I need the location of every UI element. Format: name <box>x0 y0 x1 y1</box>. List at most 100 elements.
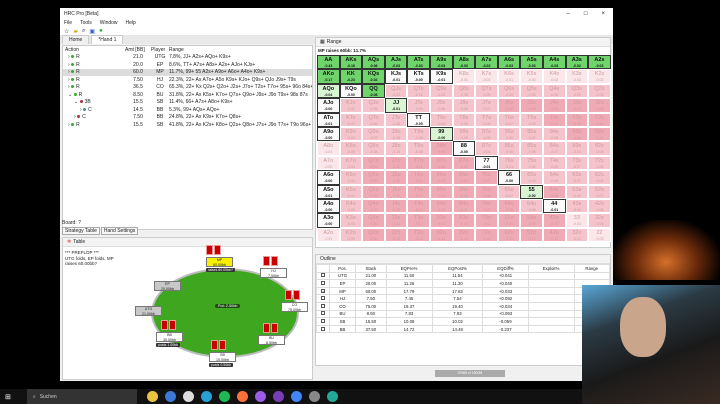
hand-cell-Q5s[interactable]: Q5s -0.05 <box>520 83 543 99</box>
hand-cell-AJo[interactable]: AJo -0.00 <box>317 98 340 113</box>
menu-help[interactable]: Help <box>125 20 136 26</box>
hand-cell-53s[interactable]: 53s -0.05 <box>565 184 589 199</box>
hand-cell-AJs[interactable]: AJs -0.03 <box>384 55 408 70</box>
hand-cell-92o[interactable]: 92o -0.13 <box>429 227 453 243</box>
hand-cell-Q9s[interactable]: Q9s -0.03 <box>429 83 453 99</box>
hand-cell-AKo[interactable]: AKo -0.17 <box>317 69 340 84</box>
hand-cell-53o[interactable]: 53o -0.09 <box>520 213 543 228</box>
hand-cell-A2s[interactable]: A2s -0.03 <box>588 55 611 70</box>
hand-cell-KQs[interactable]: KQs -0.02 <box>362 69 385 84</box>
hand-cell-QQ[interactable]: QQ -0.08 <box>362 83 385 99</box>
chevron-right-icon[interactable]: › <box>68 84 70 91</box>
hand-cell-K6o[interactable]: K6o -0.04 <box>339 170 363 185</box>
hand-cell-QTo[interactable]: QTo -0.06 <box>362 112 385 127</box>
chevron-right-icon[interactable]: › <box>68 76 70 83</box>
menu-window[interactable]: Window <box>99 20 118 26</box>
tree-row[interactable]: › C 7.50 BB 24.8%, 22+ Ax K9s+ K7o+ Q8s+ <box>63 114 312 122</box>
hand-cell-95o[interactable]: 95o -0.11 <box>429 184 453 199</box>
tab-home[interactable]: Home <box>62 35 90 44</box>
hand-cell-73s[interactable]: 73s -0.07 <box>565 155 589 171</box>
hand-cell-QTs[interactable]: QTs -0.02 <box>407 83 430 99</box>
tree-row[interactable]: ⌄ R 8.50 BU 31.8%, 22+ Ax K5s+ K7o+ Q7s+ Q9… <box>63 91 312 99</box>
hand-cell-A3o[interactable]: A3o -0.00 <box>317 213 340 228</box>
hand-cell-96o[interactable]: 96o -0.10 <box>429 170 453 185</box>
hand-cell-43s[interactable]: 43s -0.06 <box>565 198 589 214</box>
row-checkbox[interactable] <box>320 273 325 278</box>
chevron-right-icon[interactable]: › <box>68 61 70 68</box>
hand-cell-K3s[interactable]: K3s -0.03 <box>565 69 589 84</box>
hand-cell-T2s[interactable]: T2s -0.10 <box>588 112 611 127</box>
chevron-right-icon[interactable]: › <box>68 54 70 61</box>
seat-sb[interactable]: SB 15.00bb <box>209 352 236 362</box>
hand-cell-88[interactable]: 88 -0.00 <box>452 141 476 156</box>
hand-cell-T2o[interactable]: T2o -0.13 <box>407 227 430 243</box>
hand-cell-J2s[interactable]: J2s -0.09 <box>588 98 611 113</box>
hand-cell-K3o[interactable]: K3o -0.05 <box>339 213 363 228</box>
taskbar-app-icon[interactable] <box>236 391 248 402</box>
hand-cell-87o[interactable]: 87o -0.07 <box>452 155 476 171</box>
menu-tools[interactable]: Tools <box>80 20 92 26</box>
hand-cell-84s[interactable]: 84s -0.07 <box>542 141 566 156</box>
outline-col-header[interactable]: EQPre% <box>385 264 433 273</box>
outline-col-header[interactable]: EQPost% <box>431 264 484 273</box>
taskbar-app-icon[interactable] <box>326 391 338 402</box>
hand-cell-Q8o[interactable]: Q8o -0.08 <box>362 141 385 156</box>
hand-cell-65s[interactable]: 65s -0.03 <box>520 170 543 185</box>
hand-cell-76s[interactable]: 76s -0.04 <box>497 155 521 171</box>
tree-row[interactable]: › R 15.5 SB 41.8%, 22+ Ax K2s+ K8o+ Q2s+ Q8… <box>63 121 312 129</box>
hand-cell-63o[interactable]: 63o -0.10 <box>497 213 521 228</box>
hand-cell-86s[interactable]: 86s -0.06 <box>497 141 521 156</box>
hand-cell-82s[interactable]: 82s -0.08 <box>588 141 611 156</box>
hand-cell-A6o[interactable]: A6o -0.00 <box>317 170 340 185</box>
tree-row[interactable]: › C 14.5 BB 5.3%, 99+ AQs+ AQo+ <box>63 106 312 114</box>
hand-cell-74o[interactable]: 74o -0.10 <box>475 198 498 214</box>
hand-cell-AQo[interactable]: AQo -0.04 <box>317 83 340 99</box>
hand-cell-T4o[interactable]: T4o -0.12 <box>407 198 430 214</box>
seat-co[interactable]: CO 75.00bb <box>281 302 308 312</box>
hand-cell-A8o[interactable]: A8o -0.01 <box>317 141 340 156</box>
taskbar-app-icon[interactable] <box>146 391 158 402</box>
hand-cell-T9o[interactable]: T9o -0.08 <box>407 126 430 142</box>
hand-cell-93o[interactable]: 93o -0.13 <box>429 213 453 228</box>
taskbar-app-icon[interactable] <box>254 391 266 402</box>
hand-cell-A5o[interactable]: A5o -0.01 <box>317 184 340 199</box>
hand-cell-83o[interactable]: 83o -0.13 <box>452 213 476 228</box>
hand-cell-K9s[interactable]: K9s -0.01 <box>429 69 453 84</box>
hand-cell-QJo[interactable]: QJo -0.06 <box>362 98 385 113</box>
hand-cell-K8o[interactable]: K8o -0.05 <box>339 141 363 156</box>
run-icon[interactable]: ● <box>99 28 103 34</box>
hand-cell-A3s[interactable]: A3s -0.02 <box>565 55 589 70</box>
hand-cell-T5s[interactable]: T5s -0.09 <box>520 112 543 127</box>
hand-cell-62o[interactable]: 62o -0.11 <box>497 227 521 243</box>
hand-cell-42o[interactable]: 42o -0.11 <box>542 227 566 243</box>
tree-row[interactable]: › R 7.50 HJ 22.3%, 22+ Ax A7o+ A5o K9s+ KJo… <box>63 76 312 84</box>
hand-cell-TT[interactable]: TT -0.00 <box>407 112 430 127</box>
hand-cell-K5s[interactable]: K5s -0.00 <box>520 69 543 84</box>
hand-cell-J4o[interactable]: J4o -0.12 <box>384 198 408 214</box>
hand-cell-Q3o[interactable]: Q3o -0.10 <box>362 213 385 228</box>
hand-cell-J4s[interactable]: J4s -0.09 <box>542 98 566 113</box>
hand-cell-J7o[interactable]: J7o -0.11 <box>384 155 408 171</box>
hand-cell-Q6o[interactable]: Q6o -0.09 <box>362 170 385 185</box>
hand-cell-Q4s[interactable]: Q4s -0.06 <box>542 83 566 99</box>
hand-cell-K2s[interactable]: K2s -0.02 <box>588 69 611 84</box>
hand-cell-Q7s[interactable]: Q7s -0.05 <box>475 83 498 99</box>
hand-cell-JJ[interactable]: JJ -0.01 <box>384 98 408 113</box>
row-checkbox[interactable] <box>320 311 325 316</box>
hand-cell-KJs[interactable]: KJs -0.01 <box>384 69 408 84</box>
hand-cell-75s[interactable]: 75s -0.05 <box>520 155 543 171</box>
save-icon[interactable]: ▣ <box>89 28 96 35</box>
hand-cell-Q7o[interactable]: Q7o -0.09 <box>362 155 385 171</box>
hand-cell-K7s[interactable]: K7s -0.01 <box>475 69 498 84</box>
hand-cell-Q2s[interactable]: Q2s -0.06 <box>588 83 611 99</box>
hand-cell-KJo[interactable]: KJo -0.02 <box>339 98 363 113</box>
hand-cell-KK[interactable]: KK -0.23 <box>339 69 363 84</box>
taskbar-app-icon[interactable] <box>308 391 320 402</box>
hand-cell-84o[interactable]: 84o -0.11 <box>452 198 476 214</box>
hand-cell-J3o[interactable]: J3o -0.12 <box>384 213 408 228</box>
chevron-right-icon[interactable]: › <box>68 121 70 128</box>
hand-cell-ATo[interactable]: ATo -0.01 <box>317 112 340 127</box>
hand-cell-94o[interactable]: 94o -0.12 <box>429 198 453 214</box>
hand-cell-A7o[interactable]: A7o -0.00 <box>317 155 340 171</box>
hand-cell-T3o[interactable]: T3o -0.12 <box>407 213 430 228</box>
